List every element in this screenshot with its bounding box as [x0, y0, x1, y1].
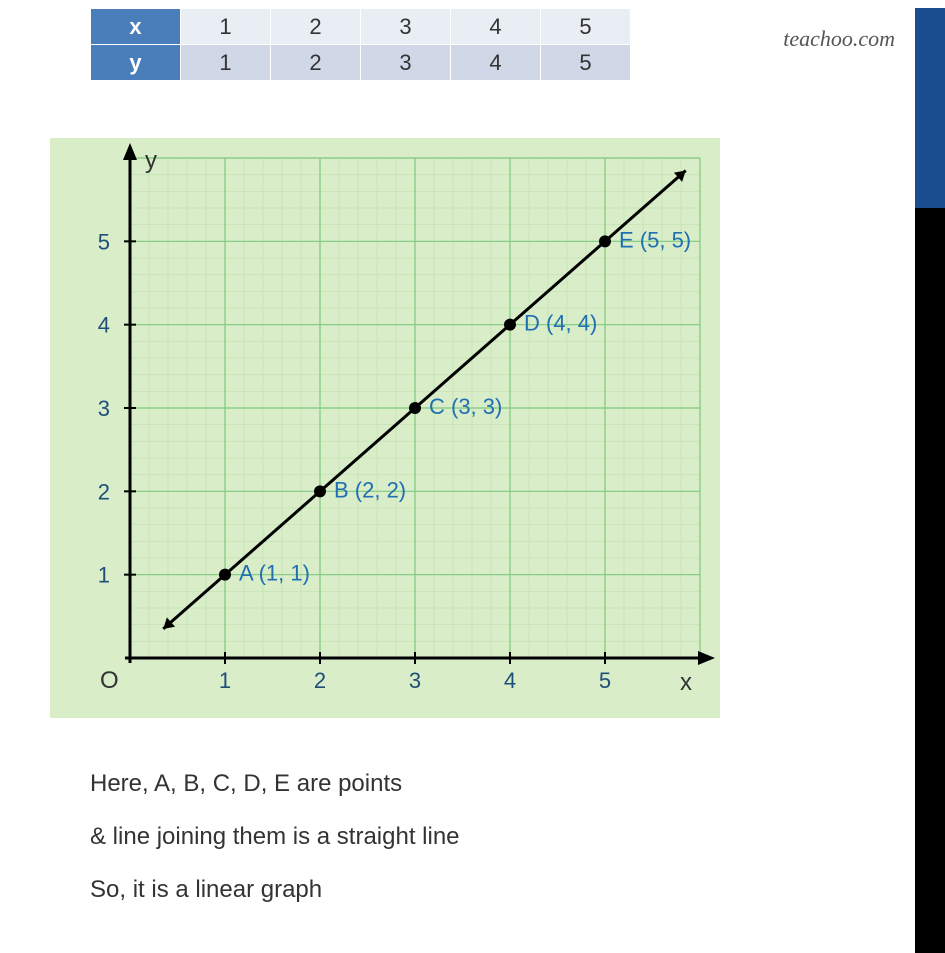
table-cell: 5 [541, 9, 631, 45]
table-cell: 2 [271, 45, 361, 81]
svg-text:3: 3 [409, 668, 421, 693]
table-cell: 4 [451, 9, 541, 45]
explain-line: Here, A, B, C, D, E are points [90, 758, 460, 811]
svg-text:E (5, 5): E (5, 5) [619, 227, 691, 252]
svg-text:y: y [145, 147, 157, 174]
table-cell: 2 [271, 9, 361, 45]
table-cell: 3 [361, 45, 451, 81]
svg-text:D (4, 4): D (4, 4) [524, 311, 597, 336]
table-header-x: x [91, 9, 181, 45]
svg-text:O: O [100, 667, 119, 694]
table-row: y 1 2 3 4 5 [91, 45, 631, 81]
explain-line: & line joining them is a straight line [90, 811, 460, 864]
table-cell: 4 [451, 45, 541, 81]
svg-text:x: x [680, 669, 692, 696]
xy-table: x 1 2 3 4 5 y 1 2 3 4 5 [90, 8, 631, 81]
sidebar-stripe [915, 8, 945, 953]
svg-text:1: 1 [98, 563, 110, 588]
table-header-y: y [91, 45, 181, 81]
table-cell: 3 [361, 9, 451, 45]
svg-text:5: 5 [98, 229, 110, 254]
explanation-text: Here, A, B, C, D, E are points & line jo… [90, 758, 460, 916]
svg-text:2: 2 [98, 479, 110, 504]
svg-text:C (3, 3): C (3, 3) [429, 394, 502, 419]
svg-text:B (2, 2): B (2, 2) [334, 477, 406, 502]
sidebar-bottom [915, 208, 945, 953]
svg-text:2: 2 [314, 668, 326, 693]
graph-svg: 1 2 3 4 5 1 2 3 4 5 Ox y A (1, 1) B (2, 2) C (3, 3) D (… [50, 138, 720, 718]
svg-text:4: 4 [98, 313, 110, 338]
svg-text:4: 4 [504, 668, 516, 693]
table-cell: 5 [541, 45, 631, 81]
table-row: x 1 2 3 4 5 [91, 9, 631, 45]
svg-text:1: 1 [219, 668, 231, 693]
svg-text:3: 3 [98, 396, 110, 421]
linear-graph: 1 2 3 4 5 1 2 3 4 5 Ox y A (1, 1) B (2, 2) C (3, 3) D (… [50, 138, 720, 718]
svg-text:5: 5 [599, 668, 611, 693]
watermark: teachoo.com [783, 26, 895, 52]
sidebar-top [915, 8, 945, 208]
table-cell: 1 [181, 45, 271, 81]
svg-text:A (1, 1): A (1, 1) [239, 561, 310, 586]
explain-line: So, it is a linear graph [90, 864, 460, 917]
table-cell: 1 [181, 9, 271, 45]
